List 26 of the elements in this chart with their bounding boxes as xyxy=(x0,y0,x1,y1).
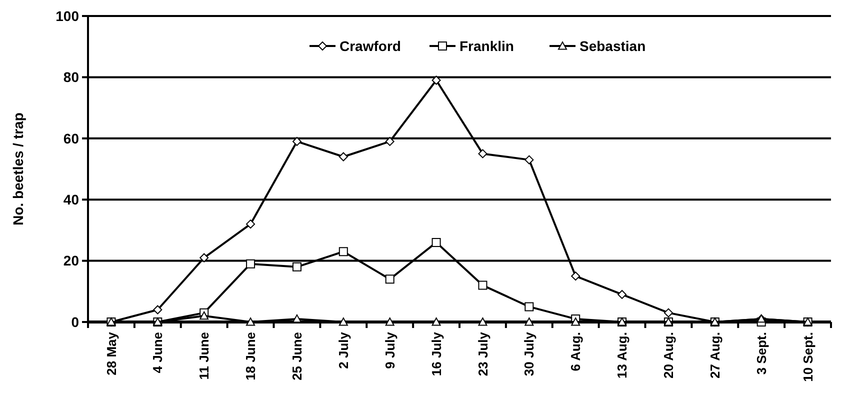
legend-label: Sebastian xyxy=(580,38,646,54)
x-tick-label: 27 Aug. xyxy=(707,332,722,378)
legend-label: Crawford xyxy=(340,38,401,54)
x-tick-label: 18 June xyxy=(243,332,258,380)
legend-label: Franklin xyxy=(460,38,514,54)
x-tick-label: 20 Aug. xyxy=(661,332,676,378)
y-tick-label: 100 xyxy=(56,8,80,24)
x-tick-label: 6 Aug. xyxy=(568,332,584,372)
x-tick-label: 23 July xyxy=(475,331,490,376)
x-tick-label: 13 Aug. xyxy=(614,332,630,378)
y-tick-label: 20 xyxy=(63,252,80,269)
x-tick-label: 9 July xyxy=(382,331,398,369)
y-tick-label: 0 xyxy=(71,314,80,330)
x-tick-label: 30 July xyxy=(522,331,537,376)
y-axis-title: No. beetles / trap xyxy=(10,112,26,226)
x-tick-label: 10 Sept. xyxy=(800,332,816,382)
x-tick-label: 4 June xyxy=(150,332,166,374)
x-tick-label: 2 July xyxy=(336,331,351,369)
x-tick-label: 11 June xyxy=(196,332,212,380)
y-tick-label: 80 xyxy=(63,69,80,86)
y-tick-label: 40 xyxy=(63,192,80,208)
x-tick-label: 28 May xyxy=(104,331,119,376)
y-tick-label: 60 xyxy=(63,130,80,146)
x-tick-label: 25 June xyxy=(290,332,305,380)
x-tick-label: 16 July xyxy=(428,331,444,376)
x-tick-label: 3 Sept. xyxy=(754,332,769,375)
